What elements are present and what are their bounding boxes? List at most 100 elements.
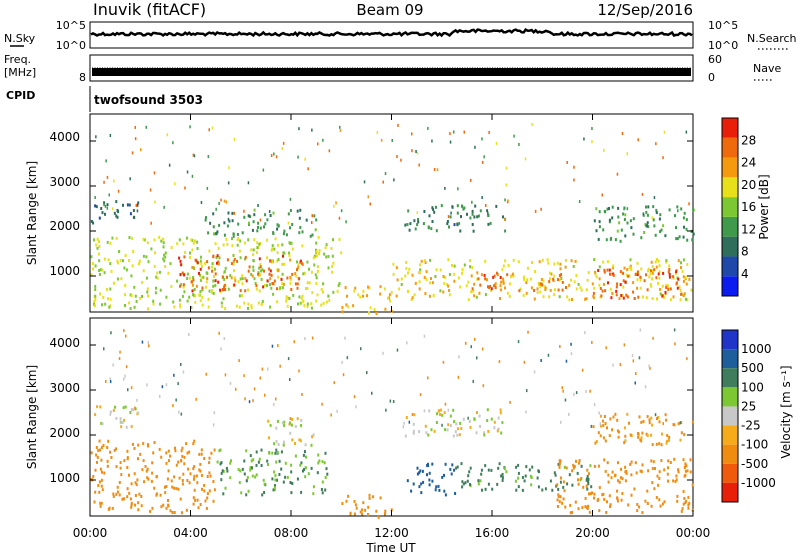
range-cell (607, 480, 610, 484)
range-cell (122, 406, 125, 410)
range-cell (346, 356, 349, 360)
range-cell (147, 260, 150, 264)
range-cell (197, 506, 200, 510)
range-cell (142, 254, 145, 258)
range-cell (118, 493, 121, 497)
range-cell (385, 408, 387, 412)
range-cell (106, 240, 109, 244)
range-cell (259, 265, 262, 269)
range-cell (571, 298, 573, 301)
range-cell (201, 288, 204, 292)
range-cell (431, 220, 434, 223)
range-cell (193, 465, 196, 469)
range-cell (415, 150, 417, 153)
colorbar-swatch (722, 137, 738, 158)
range-cell (405, 266, 408, 270)
range-cell (289, 281, 292, 285)
range-cell (247, 238, 250, 242)
range-cell (384, 512, 386, 516)
range-cell (105, 380, 107, 383)
range-cell (288, 251, 290, 255)
range-cell (536, 476, 539, 480)
range-cell (621, 132, 624, 135)
range-cell (441, 475, 444, 479)
range-cell (392, 262, 395, 266)
range-cell (311, 435, 314, 439)
range-cell (682, 279, 685, 283)
range-cell (198, 293, 201, 297)
range-cell (247, 269, 250, 273)
range-cell (562, 485, 565, 489)
range-cell (353, 395, 356, 399)
range-cell (430, 277, 432, 280)
range-cell (244, 289, 247, 293)
range-cell (338, 216, 341, 220)
colorbar-swatch (722, 256, 738, 277)
range-cell (121, 421, 124, 424)
range-cell (146, 467, 149, 471)
range-cell (342, 373, 345, 377)
range-cell (568, 412, 570, 416)
range-cell (515, 488, 518, 492)
range-cell (688, 202, 690, 206)
range-cell (619, 270, 622, 274)
range-cell (639, 275, 642, 279)
range-cell (220, 301, 223, 305)
range-cell (136, 478, 139, 482)
range-cell (481, 160, 484, 164)
range-cell (524, 474, 527, 478)
range-cell (612, 415, 615, 419)
range-cell (269, 305, 272, 309)
range-cell (323, 461, 326, 465)
range-cell (540, 359, 542, 362)
range-cell (112, 495, 115, 498)
range-cell (605, 238, 608, 242)
range-cell (452, 408, 455, 412)
range-cell (198, 271, 200, 275)
range-cell (101, 303, 103, 307)
range-cell (686, 298, 689, 302)
range-cell (282, 282, 285, 286)
range-cell (664, 290, 667, 294)
range-cell (518, 143, 520, 146)
range-cell (181, 294, 184, 298)
range-cell (192, 496, 195, 500)
range-cell (587, 271, 590, 275)
range-cell (97, 484, 100, 487)
range-cell (632, 281, 635, 285)
range-cell (103, 257, 106, 261)
range-cell (615, 289, 618, 293)
range-cell (457, 187, 459, 191)
range-cell (269, 277, 272, 281)
range-cell (609, 417, 612, 421)
range-cell (663, 130, 666, 134)
range-cell (574, 500, 577, 504)
range-cell (584, 297, 587, 301)
range-cell (289, 378, 291, 381)
colorbar-swatch (722, 236, 738, 257)
range-cell (469, 216, 472, 220)
range-cell (344, 286, 347, 290)
range-cell (229, 476, 232, 480)
range-cell (603, 458, 606, 462)
range-cell (413, 413, 416, 417)
range-cell (647, 269, 649, 273)
range-cell (586, 468, 589, 472)
range-cell (226, 469, 229, 473)
range-cell (349, 512, 352, 516)
range-cell (259, 226, 262, 230)
range-cell (108, 305, 111, 309)
range-cell (281, 243, 284, 247)
range-cell (214, 284, 217, 287)
range-cell (646, 213, 649, 217)
range-cell (291, 417, 294, 421)
range-cell (241, 282, 244, 286)
range-cell (253, 208, 256, 212)
range-cell (590, 485, 593, 489)
range-cell (241, 467, 244, 471)
range-cell (152, 299, 155, 303)
range-cell (414, 227, 417, 231)
range-cell (256, 229, 259, 233)
range-cell (257, 271, 260, 275)
